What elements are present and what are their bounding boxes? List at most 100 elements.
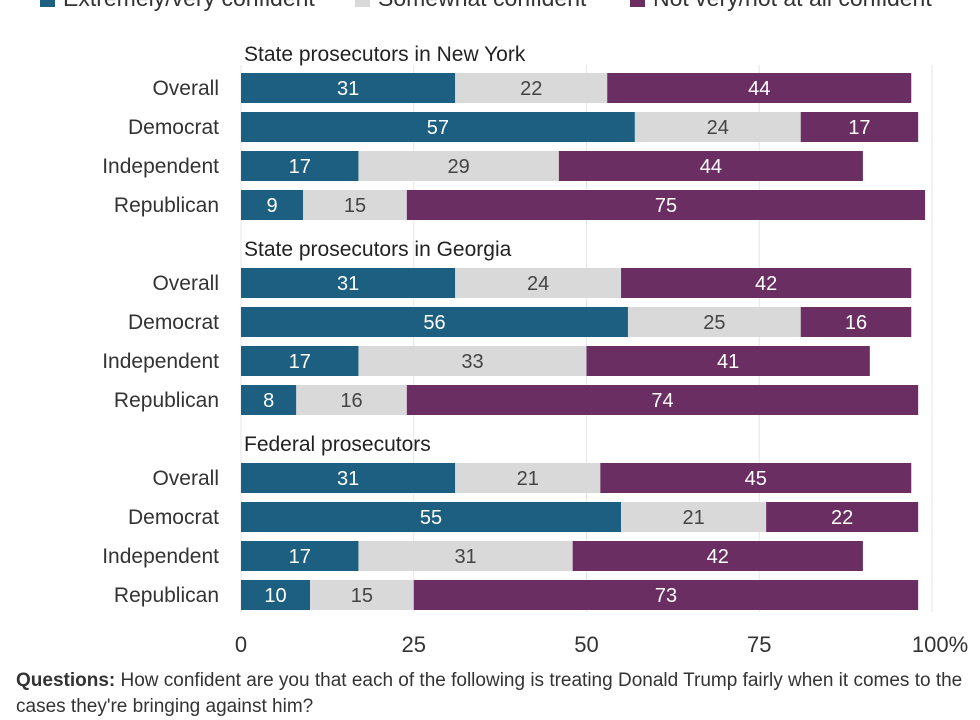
bar-segment-not-very-not-at-all-confident — [800, 112, 919, 142]
bar-segment-somewhat-confident — [621, 502, 767, 532]
bar-segment-somewhat-confident — [358, 151, 559, 181]
bar-segment-extremely-very-confident — [241, 502, 622, 532]
group-state-prosecutors-in-new-york: State prosecutors in New York Overall 31 22… — [102, 43, 926, 220]
data-label: 16 — [340, 390, 362, 412]
bar-row-republican: Republican 8 16 74 — [114, 385, 919, 415]
category-label: Independent — [102, 155, 219, 178]
bar-row-overall: Overall 31 22 44 — [152, 73, 912, 103]
chart-footnote: Questions: How confident are you that ea… — [16, 668, 966, 720]
data-label: 33 — [461, 351, 483, 373]
category-label: Democrat — [128, 116, 219, 139]
bar-segment-not-very-not-at-all-confident — [572, 541, 863, 571]
x-tick-label: 25 — [402, 632, 426, 657]
group-title: Federal prosecutors — [244, 433, 431, 456]
legend-item-extremely-very-confident: Extremely/very confident — [40, 0, 315, 11]
bar-segment-somewhat-confident — [303, 190, 407, 220]
category-label: Independent — [102, 545, 219, 568]
bar-segment-somewhat-confident — [310, 580, 414, 610]
data-label: 24 — [527, 273, 549, 295]
legend-swatch — [630, 0, 645, 7]
bar-segment-extremely-very-confident — [241, 580, 311, 610]
legend-swatch — [40, 0, 55, 7]
data-label: 21 — [517, 468, 539, 490]
bar-row-independent: Independent 17 29 44 — [102, 151, 863, 181]
data-label: 15 — [344, 195, 366, 217]
data-label: 29 — [448, 156, 470, 178]
bar-segment-extremely-very-confident — [241, 346, 359, 376]
data-label: 21 — [682, 507, 704, 529]
footnote-text: How confident are you that each of the f… — [16, 670, 963, 717]
bar-row-independent: Independent 17 33 41 — [102, 346, 870, 376]
bar-segment-not-very-not-at-all-confident — [600, 463, 912, 493]
data-label: 55 — [420, 507, 442, 529]
bar-segment-not-very-not-at-all-confident — [406, 190, 926, 220]
bar-segment-somewhat-confident — [358, 346, 587, 376]
data-label: 31 — [337, 468, 359, 490]
category-label: Overall — [152, 467, 219, 490]
category-label: Democrat — [128, 506, 219, 529]
data-label: 24 — [707, 117, 729, 139]
group-federal-prosecutors: Federal prosecutors Overall 31 21 45 Democrat… — [102, 433, 919, 610]
bar-segment-not-very-not-at-all-confident — [413, 580, 919, 610]
chart-legend: Extremely/very confident Somewhat confide… — [40, 0, 932, 11]
bar-segment-extremely-very-confident — [241, 190, 304, 220]
bar-segment-not-very-not-at-all-confident — [766, 502, 919, 532]
bar-segment-extremely-very-confident — [241, 541, 359, 571]
legend-label: Not very/not at all confident — [653, 0, 932, 11]
x-axis: 0 25 50 75 100% — [235, 632, 968, 657]
group-title: State prosecutors in Georgia — [244, 238, 512, 261]
bar-row-democrat: Democrat 55 21 22 — [128, 502, 919, 532]
category-label: Republican — [114, 389, 219, 412]
bar-row-overall: Overall 31 21 45 — [152, 463, 912, 493]
bar-row-democrat: Democrat 56 25 16 — [128, 307, 912, 337]
data-label: 16 — [845, 312, 867, 334]
data-label: 44 — [748, 78, 770, 100]
bar-segment-somewhat-confident — [296, 385, 407, 415]
data-label: 22 — [520, 78, 542, 100]
group-state-prosecutors-in-georgia: State prosecutors in Georgia Overall 31 24 4… — [102, 238, 919, 415]
data-label: 9 — [267, 195, 278, 217]
category-label: Republican — [114, 584, 219, 607]
category-label: Overall — [152, 272, 219, 295]
data-label: 42 — [707, 546, 729, 568]
bar-segment-somewhat-confident — [455, 463, 601, 493]
legend-item-somewhat-confident: Somewhat confident — [355, 0, 587, 11]
data-label: 17 — [289, 546, 311, 568]
bar-segment-not-very-not-at-all-confident — [621, 268, 912, 298]
legend-swatch — [355, 0, 370, 7]
bar-segment-extremely-very-confident — [241, 151, 359, 181]
data-label: 31 — [337, 273, 359, 295]
group-title: State prosecutors in New York — [244, 43, 526, 66]
x-tick-label: 100% — [912, 632, 968, 657]
category-label: Independent — [102, 350, 219, 373]
category-label: Republican — [114, 194, 219, 217]
data-label: 44 — [700, 156, 722, 178]
data-label: 15 — [351, 585, 373, 607]
category-label: Overall — [152, 77, 219, 100]
data-label: 73 — [655, 585, 677, 607]
bar-segment-extremely-very-confident — [241, 463, 456, 493]
bar-segment-not-very-not-at-all-confident — [406, 385, 919, 415]
bar-segment-extremely-very-confident — [241, 307, 628, 337]
data-label: 8 — [263, 390, 274, 412]
bar-segment-somewhat-confident — [358, 541, 573, 571]
data-label: 57 — [427, 117, 449, 139]
data-label: 41 — [717, 351, 739, 373]
bar-segment-somewhat-confident — [634, 112, 801, 142]
data-label: 31 — [337, 78, 359, 100]
stacked-bar-chart: Extremely/very confident Somewhat confide… — [40, 0, 968, 657]
data-label: 10 — [264, 585, 286, 607]
data-label: 56 — [423, 312, 445, 334]
bar-segment-extremely-very-confident — [241, 385, 297, 415]
bar-row-democrat: Democrat 57 24 17 — [128, 112, 919, 142]
data-label: 42 — [755, 273, 777, 295]
bar-segment-extremely-very-confident — [241, 73, 456, 103]
category-label: Democrat — [128, 311, 219, 334]
x-tick-label: 75 — [747, 632, 771, 657]
data-label: 17 — [289, 351, 311, 373]
bar-row-republican: Republican 10 15 73 — [114, 580, 919, 610]
data-label: 22 — [831, 507, 853, 529]
data-label: 17 — [289, 156, 311, 178]
bar-segment-somewhat-confident — [627, 307, 801, 337]
bar-segment-extremely-very-confident — [241, 268, 456, 298]
